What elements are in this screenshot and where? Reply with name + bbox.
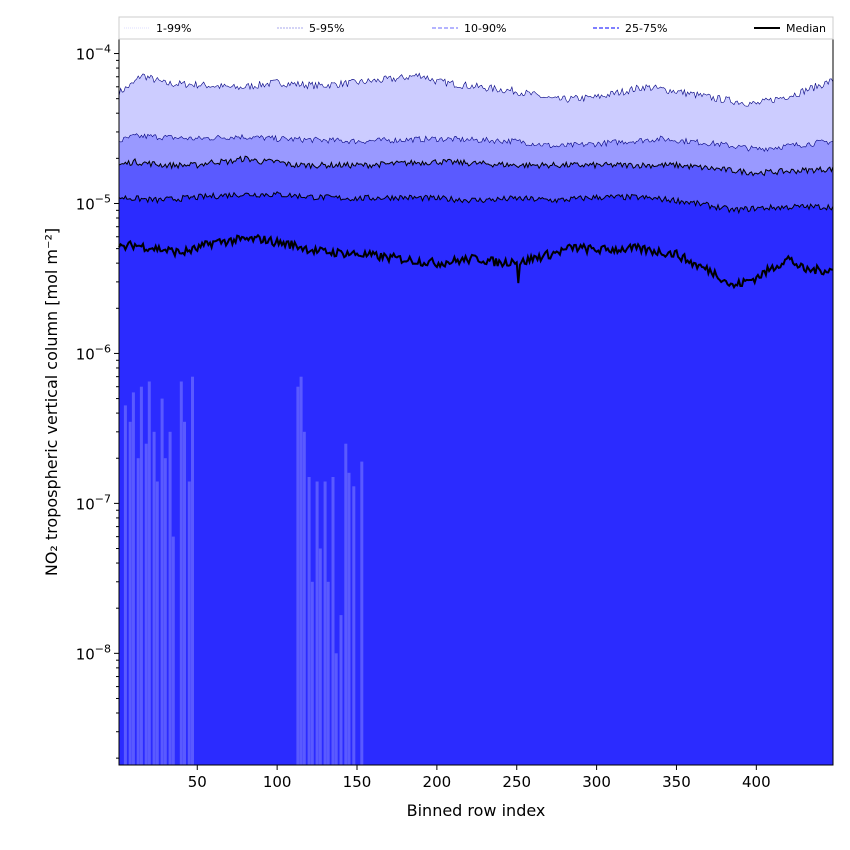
x-tick-label: 100: [263, 773, 292, 791]
band-10-90-spike: [323, 481, 327, 765]
band-10-90-spike: [360, 461, 364, 765]
band-10-90-spike: [171, 536, 175, 765]
y-axis: 10−8 10−7 10−6 10−5 10−4: [76, 43, 119, 759]
y-axis-label: NO₂ tropospheric vertical column [mol m⁻…: [42, 228, 61, 576]
band-10-90-spike: [191, 376, 194, 765]
band-10-90-spike: [136, 458, 140, 765]
x-tick-label: 300: [582, 773, 611, 791]
band-10-90-spike: [302, 431, 306, 765]
legend-label: 5-95%: [309, 22, 344, 35]
band-10-90-spike: [347, 472, 351, 765]
y-tick-label: 10−5: [76, 192, 111, 213]
x-tick-label: 350: [662, 773, 691, 791]
y-tick-label: 10−4: [76, 43, 111, 64]
legend-label: 1-99%: [156, 22, 191, 35]
band-10-90-spike: [160, 398, 164, 765]
band-10-90-spike: [131, 392, 135, 765]
y-tick-label: 10−6: [76, 342, 111, 363]
band-10-90-spike: [352, 486, 356, 765]
band-25-75: [119, 191, 833, 766]
band-10-90-spike: [144, 443, 148, 765]
band-10-90-spike: [187, 481, 191, 765]
band-10-90-spike: [307, 477, 311, 765]
band-10-90-spike: [147, 381, 151, 765]
legend-label: 25-75%: [625, 22, 667, 35]
band-10-90-spike: [163, 458, 167, 765]
band-5-95-edge: [118, 133, 834, 152]
band-10-90-spike: [315, 481, 319, 765]
band-10-90-spike: [296, 386, 300, 765]
x-axis: 50 100 150 200 250 300 350 400: [188, 765, 771, 791]
band-10-90-spike: [331, 477, 335, 765]
band-10-90-spike: [139, 386, 143, 765]
band-10-90-spike: [310, 581, 314, 765]
band-10-90-spike: [326, 581, 330, 765]
legend: 1-99% 5-95% 10-90% 25-75% Median: [118, 16, 834, 40]
legend-label: Median: [786, 22, 826, 35]
plot-area: [118, 72, 834, 766]
band-10-90-spike: [152, 431, 156, 765]
band-10-90-spike: [128, 421, 132, 765]
y-tick-label: 10−8: [76, 642, 111, 663]
x-tick-label: 250: [502, 773, 531, 791]
band-10-90-edge: [118, 155, 834, 177]
median-line: [118, 233, 834, 290]
y-tick-label: 10−7: [76, 492, 111, 513]
x-axis-label: Binned row index: [407, 801, 546, 820]
legend-box: [118, 16, 834, 40]
band-10-90-spike: [318, 548, 322, 765]
legend-label: 10-90%: [464, 22, 506, 35]
band-10-90-spike: [334, 653, 338, 765]
band-10-90-spike: [155, 481, 159, 765]
x-tick-label: 400: [742, 773, 771, 791]
band-10-90-spike: [339, 615, 343, 765]
band-1-99-edge: [118, 72, 834, 107]
x-tick-label: 200: [423, 773, 452, 791]
x-tick-label: 150: [343, 773, 372, 791]
band-10-90-spike: [179, 381, 183, 765]
band-10-90-spike: [168, 431, 172, 765]
x-tick-label: 50: [188, 773, 207, 791]
band-10-90-spike: [299, 376, 303, 765]
band-10-90-spike: [123, 405, 127, 765]
band-10-90-spike: [344, 443, 348, 765]
band-25-75-edge: [118, 191, 834, 215]
band-10-90-spike: [183, 421, 186, 765]
